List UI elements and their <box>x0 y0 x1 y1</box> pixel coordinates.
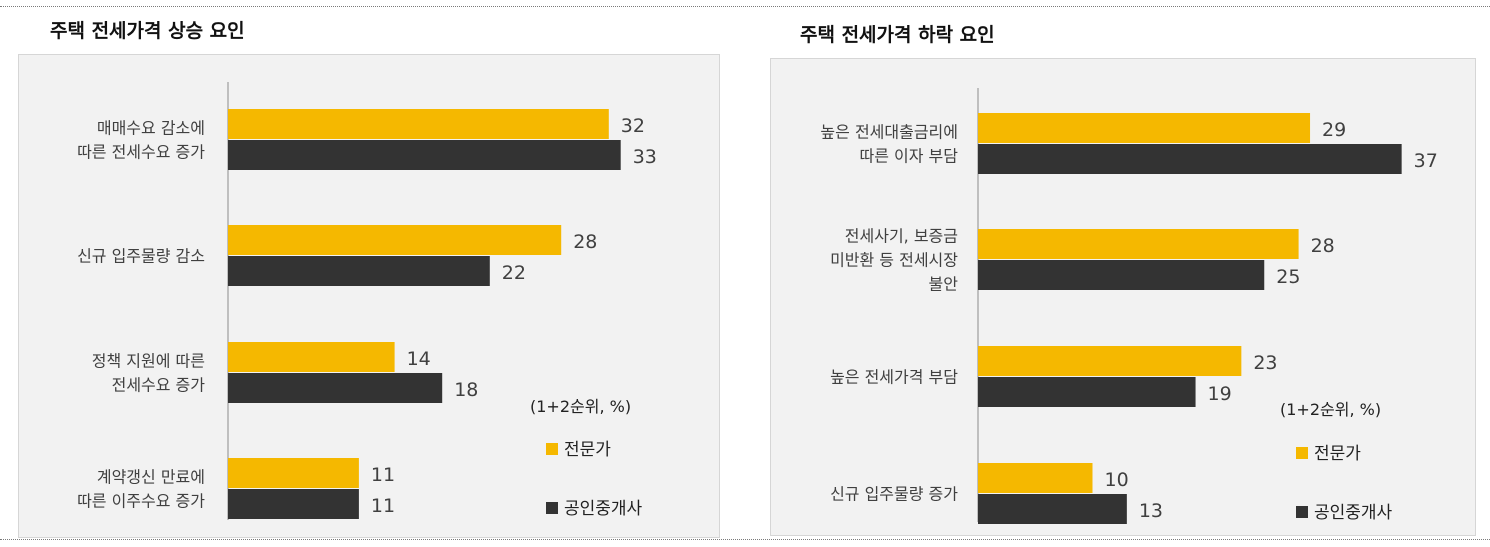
right-legend-label-2: 공인중개사 <box>1314 503 1393 523</box>
right-unit-note: (1+2순위, %) <box>1280 400 1381 419</box>
left-bar-broker-4 <box>228 489 359 519</box>
left-data-label-broker-2: 22 <box>502 262 526 284</box>
right-legend-swatch-1 <box>1296 447 1308 459</box>
left-legend-label-1: 전문가 <box>564 440 611 460</box>
left-bar-expert-3 <box>228 342 395 372</box>
right-category-label-2: 전세사기, 보증금 미반환 등 전세시장 불안 <box>830 227 958 294</box>
left-unit-note: (1+2순위, %) <box>530 397 631 416</box>
right-data-label-broker-3: 19 <box>1208 383 1232 405</box>
chart-title-left: 주택 전세가격 상승 요인 <box>50 20 245 42</box>
left-legend-swatch-1 <box>546 443 558 455</box>
left-data-label-expert-2: 28 <box>573 231 597 253</box>
left-data-label-broker-4: 11 <box>371 495 395 517</box>
right-bar-expert-3 <box>978 346 1242 376</box>
top-dotted-border <box>0 6 1490 7</box>
right-legend-label-1: 전문가 <box>1314 444 1361 464</box>
right-data-label-broker-1: 37 <box>1414 150 1438 172</box>
left-category-label-2: 신규 입주물량 감소 <box>77 247 205 266</box>
right-category-label-1: 높은 전세대출금리에 따른 이자 부담 <box>820 123 958 166</box>
left-legend-swatch-2 <box>546 502 558 514</box>
left-category-label-3: 정책 지원에 따른 전세수요 증가 <box>92 352 205 395</box>
left-bar-expert-1 <box>228 109 609 139</box>
right-bar-expert-4 <box>978 463 1093 493</box>
left-data-label-expert-3: 14 <box>407 348 431 370</box>
left-data-label-expert-1: 32 <box>621 115 645 137</box>
left-bar-broker-1 <box>228 140 621 170</box>
left-bar-expert-4 <box>228 458 359 488</box>
right-data-label-broker-2: 25 <box>1276 266 1300 288</box>
left-bar-broker-3 <box>228 373 443 403</box>
left-data-label-broker-3: 18 <box>454 379 478 401</box>
chart-title-right: 주택 전세가격 하락 요인 <box>800 24 995 46</box>
right-legend-swatch-2 <box>1296 506 1308 518</box>
right-bar-expert-2 <box>978 229 1299 259</box>
right-category-label-4: 신규 입주물량 증가 <box>830 485 958 504</box>
left-data-label-broker-1: 33 <box>633 146 657 168</box>
left-bar-broker-2 <box>228 256 490 286</box>
bottom-dotted-border <box>0 539 1490 540</box>
left-category-label-4: 계약갱신 만료에 따른 이주수요 증가 <box>77 468 205 511</box>
right-data-label-expert-3: 23 <box>1253 352 1277 374</box>
right-data-label-broker-4: 13 <box>1139 500 1163 522</box>
left-category-label-1: 매매수요 감소에 따른 전세수요 증가 <box>77 119 205 162</box>
right-bar-broker-2 <box>978 260 1265 290</box>
right-data-label-expert-4: 10 <box>1105 469 1129 491</box>
left-legend-label-2: 공인중개사 <box>564 499 643 519</box>
right-bar-expert-1 <box>978 113 1311 143</box>
left-bar-expert-2 <box>228 225 562 255</box>
right-bar-broker-3 <box>978 377 1196 407</box>
right-category-label-3: 높은 전세가격 부담 <box>830 368 958 387</box>
right-data-label-expert-2: 28 <box>1311 235 1335 257</box>
right-bar-broker-4 <box>978 494 1127 524</box>
left-data-label-expert-4: 11 <box>371 464 395 486</box>
right-bar-broker-1 <box>978 144 1402 174</box>
right-data-label-expert-1: 29 <box>1322 119 1346 141</box>
